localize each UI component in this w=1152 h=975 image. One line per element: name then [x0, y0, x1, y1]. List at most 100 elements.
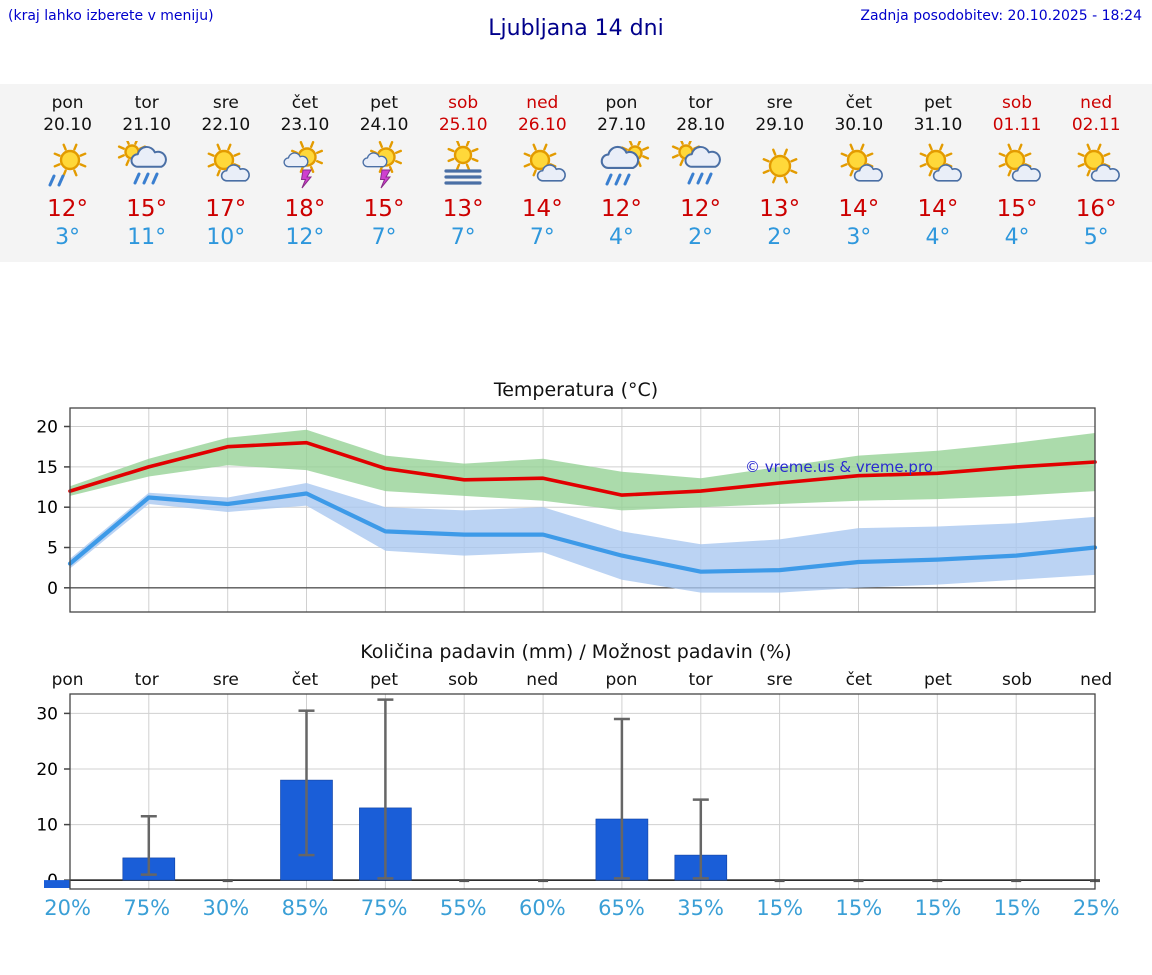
precip-probability: 75%: [360, 896, 408, 920]
precip-day-label: sre: [766, 670, 793, 690]
rain-icon: [133, 172, 159, 185]
cloud-icon: [853, 164, 883, 182]
forecast-day-column: tor 28.10 12° 2°: [661, 92, 740, 252]
weather-icon-sun-cloud: [186, 140, 265, 192]
day-name: sre: [212, 93, 239, 113]
max-temp-label: 12°: [680, 196, 721, 222]
day-date: 24.10: [359, 115, 409, 135]
sun-icon: [53, 143, 86, 177]
max-temp-label: 14°: [838, 196, 880, 222]
precip-day-labels-row: pon tor sre čet pet sob ned pon tor sre čet pet sob n…: [0, 668, 1152, 692]
precip-zero-tick: [1011, 879, 1022, 883]
day-date: 28.10: [676, 115, 725, 135]
day-date: 22.10: [201, 115, 251, 135]
temp-ytick-label: 10: [36, 498, 58, 518]
temperature-chart-title: Temperatura (°C): [493, 379, 659, 401]
max-temp-label: 18°: [284, 196, 326, 222]
rain-icon: [687, 172, 713, 185]
weather-forecast-page: (kraj lahko izberete v meniju) Ljubljana…: [0, 0, 1152, 920]
forecast-day-column: tor 21.10 15° 11°: [107, 92, 186, 252]
cloud-icon: [1091, 164, 1121, 182]
precip-day-label: tor: [134, 670, 159, 690]
max-temp-label: 12°: [47, 196, 88, 222]
day-date: 25.10: [438, 115, 488, 135]
max-temp-label: 17°: [205, 196, 247, 222]
rain-icon: [48, 174, 65, 187]
precip-zero-tick: [459, 879, 470, 883]
precip-zero-tick: [538, 879, 549, 883]
precip-day-label: sob: [1002, 670, 1033, 690]
cloud-icon: [362, 152, 388, 168]
day-name: sob: [448, 93, 479, 113]
min-temp-label: 2°: [767, 225, 793, 250]
precip-probability: 30%: [202, 896, 250, 920]
day-date: 02.11: [1071, 115, 1121, 135]
cloud-icon: [684, 146, 721, 168]
max-temp-label: 15°: [996, 196, 1038, 222]
day-date: 01.11: [992, 115, 1042, 135]
precip-probability: 15%: [756, 896, 804, 920]
max-temp-label: 16°: [1075, 196, 1117, 222]
min-temp-label: 10°: [206, 225, 246, 250]
sun-icon: [762, 148, 798, 184]
forecast-day-column: sob 01.11 15° 4°: [978, 92, 1057, 252]
weather-icon-sun-cloud: [1057, 140, 1136, 192]
weather-icon-sun-cloud: [978, 140, 1057, 192]
day-date: 23.10: [280, 115, 330, 135]
min-temp-label: 11°: [127, 225, 167, 250]
temp-ytick-label: 5: [47, 539, 58, 559]
cloud-icon: [1011, 164, 1041, 182]
weather-icon-sun-storm: [345, 140, 424, 192]
forecast-day-column: pon 27.10 12° 4°: [582, 92, 661, 252]
page-title: Ljubljana 14 dni: [488, 16, 664, 41]
forecast-day-column: ned 26.10 14° 7°: [503, 92, 582, 252]
page-header: (kraj lahko izberete v meniju) Ljubljana…: [0, 0, 1152, 52]
min-temp-label: 7°: [450, 225, 476, 250]
forecast-day-column: sre 22.10 17° 10°: [186, 92, 265, 252]
precip-probability: 25%: [1072, 896, 1120, 920]
precip-probability: 75%: [123, 896, 171, 920]
day-name: pon: [51, 93, 84, 113]
forecast-day-column: sob 25.10 13° 7°: [424, 92, 503, 252]
last-update-label: Zadnja posodobitev: 20.10.2025 - 18:24: [860, 8, 1142, 24]
forecast-day-column: čet 30.10 14° 3°: [819, 92, 898, 252]
weather-icon-cloud-rain-sun: [107, 140, 186, 192]
precipitation-chart: 0102030: [36, 693, 1100, 891]
weather-icon-sun-fog: [424, 140, 503, 192]
precip-day-label: ned: [1080, 670, 1113, 690]
precip-zero-tick: [932, 879, 943, 883]
cloud-icon: [130, 146, 167, 168]
max-temp-label: 14°: [521, 196, 563, 222]
location-menu-hint: (kraj lahko izberete v meniju): [8, 8, 214, 24]
day-name: sob: [1002, 93, 1033, 113]
precip-probability: 20%: [44, 896, 91, 920]
cloud-icon: [220, 164, 250, 182]
min-temp-label: 2°: [688, 225, 714, 250]
day-name: tor: [134, 93, 159, 113]
day-date: 27.10: [597, 115, 646, 135]
forecast-strip: pon 20.10 12° 3° tor 21.10 15° 11° sre 22.10 17° 10…: [0, 84, 1152, 262]
day-name: čet: [845, 93, 873, 113]
day-date: 26.10: [517, 115, 567, 135]
precip-day-label: ned: [526, 670, 559, 690]
day-date: 20.10: [43, 115, 92, 135]
forecast-day-column: sre 29.10 13° 2°: [740, 92, 819, 252]
precipitation-chart-title: Količina padavin (mm) / Možnost padavin …: [360, 641, 792, 663]
precip-probability: 15%: [835, 896, 883, 920]
max-temp-label: 12°: [601, 196, 642, 222]
day-date: 21.10: [122, 115, 172, 135]
min-temp-label: 12°: [285, 225, 325, 250]
precip-zero-tick: [853, 879, 864, 883]
precip-day-label: pet: [370, 670, 399, 690]
weather-icon-sun-rain: [28, 140, 107, 192]
temp-ytick-label: 15: [36, 458, 58, 478]
min-temp-label: 4°: [925, 225, 951, 250]
max-temp-label: 13°: [442, 196, 484, 222]
forecast-day-column: čet 23.10 18° 12°: [265, 92, 344, 252]
precip-day-label: čet: [845, 670, 873, 690]
min-temp-label: 4°: [1004, 225, 1030, 250]
temperature-chart: 0 5 10 15 20 © vreme.us & vreme.pro: [36, 407, 1098, 613]
cloud-icon: [932, 164, 962, 182]
day-name: pet: [370, 93, 399, 113]
weather-icon-sun-cloud: [819, 140, 898, 192]
